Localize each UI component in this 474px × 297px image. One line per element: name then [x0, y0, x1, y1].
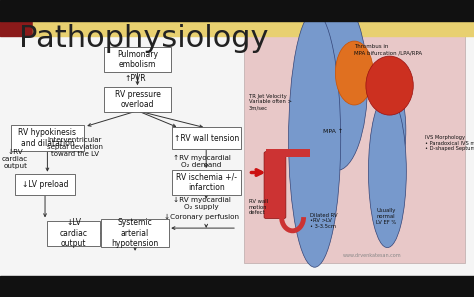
Text: Systemic
arterial
hypotension: Systemic arterial hypotension [111, 218, 159, 248]
FancyBboxPatch shape [266, 149, 310, 157]
Text: Thrombus in
MPA bifurcation /LPA/RPA: Thrombus in MPA bifurcation /LPA/RPA [354, 45, 422, 55]
Text: ↓RV myocardial
O₂ supply: ↓RV myocardial O₂ supply [173, 197, 230, 210]
Text: RV ischemia +/-
infarction: RV ischemia +/- infarction [176, 173, 237, 192]
Text: ↓Coronary perfusion: ↓Coronary perfusion [164, 214, 239, 220]
Ellipse shape [368, 95, 406, 248]
FancyBboxPatch shape [264, 151, 286, 219]
Text: ↑RV wall tension: ↑RV wall tension [173, 134, 239, 143]
Text: Pathophysiology: Pathophysiology [19, 24, 268, 53]
Bar [0, 36, 474, 276]
Text: Pulmonary
embolism: Pulmonary embolism [117, 50, 158, 69]
Bar [0, 276, 474, 297]
Text: RV pressure
overload: RV pressure overload [115, 90, 160, 109]
Text: ↓LV preload: ↓LV preload [22, 180, 68, 189]
FancyBboxPatch shape [104, 87, 171, 112]
Text: Usually
normal
LV EF %: Usually normal LV EF % [376, 208, 397, 225]
FancyBboxPatch shape [172, 127, 241, 149]
Text: RV wall
motion
defect: RV wall motion defect [248, 199, 268, 215]
Text: RV hypokinesis
and dilatation: RV hypokinesis and dilatation [18, 128, 76, 148]
Ellipse shape [306, 0, 367, 170]
Ellipse shape [382, 86, 406, 174]
Text: ↓LV
cardiac
output: ↓LV cardiac output [59, 218, 88, 248]
FancyBboxPatch shape [104, 47, 171, 72]
Text: ↑RV myocardial
O₂ demand: ↑RV myocardial O₂ demand [173, 155, 230, 168]
Text: www.drvenkatesan.com: www.drvenkatesan.com [343, 253, 401, 258]
FancyBboxPatch shape [307, 80, 321, 121]
Text: ↑PVR: ↑PVR [124, 74, 146, 83]
Text: TR Jet Velocity
Variable often >
3m/sec: TR Jet Velocity Variable often > 3m/sec [248, 94, 292, 110]
Text: ↓RV
cardiac
output: ↓RV cardiac output [2, 149, 28, 169]
FancyBboxPatch shape [244, 34, 465, 263]
Bar [33, 21, 474, 36]
Bar [0, 21, 33, 36]
FancyBboxPatch shape [341, 74, 407, 94]
FancyBboxPatch shape [100, 219, 169, 247]
Bar [0, 0, 474, 21]
Ellipse shape [336, 41, 374, 105]
Text: MPA ↑: MPA ↑ [323, 129, 344, 134]
Text: Interventricular
septal deviation
toward the LV: Interventricular septal deviation toward… [47, 137, 103, 157]
FancyBboxPatch shape [172, 170, 241, 195]
FancyBboxPatch shape [11, 125, 84, 151]
Ellipse shape [366, 56, 413, 115]
FancyBboxPatch shape [47, 220, 100, 246]
FancyBboxPatch shape [15, 174, 75, 195]
Text: IVS Morphology
• Paradoxical IVS motion
• D-shaped Septum: IVS Morphology • Paradoxical IVS motion … [425, 135, 474, 151]
Ellipse shape [289, 12, 341, 267]
Text: Dilated RV
•RV >LV
• 3-3.5cm: Dilated RV •RV >LV • 3-3.5cm [310, 213, 338, 229]
